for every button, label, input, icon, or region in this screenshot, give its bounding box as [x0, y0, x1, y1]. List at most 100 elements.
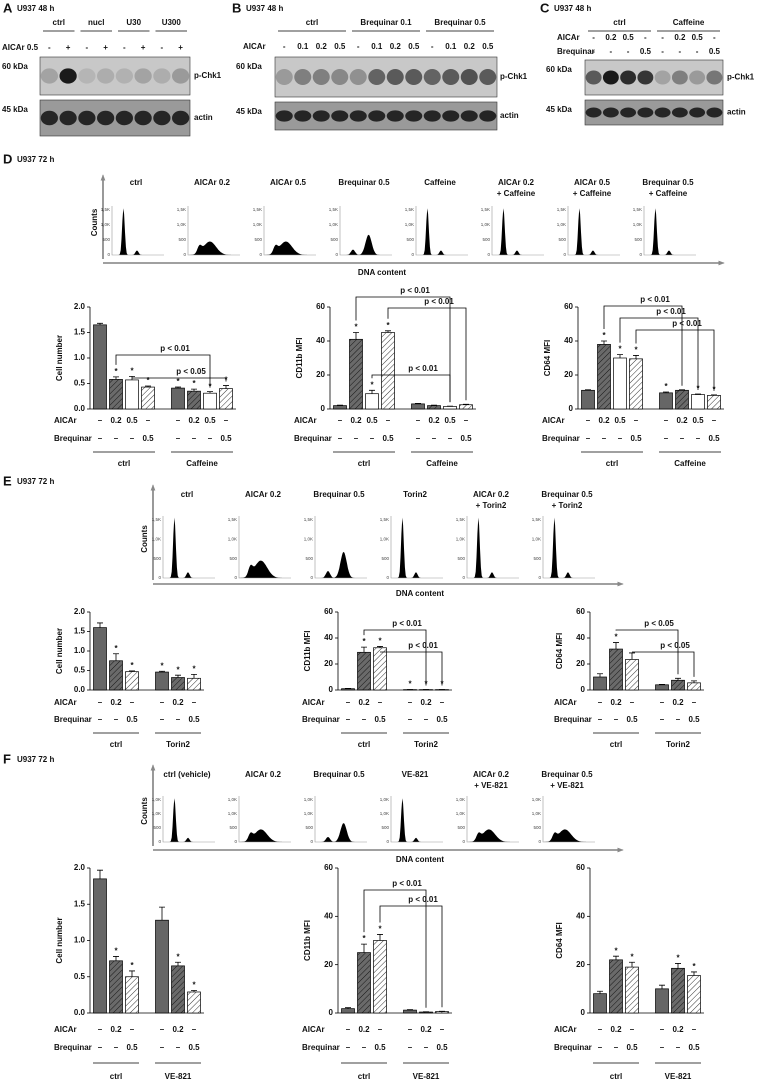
bracket	[380, 651, 443, 686]
bracket	[132, 377, 227, 382]
significance-star: *	[634, 346, 638, 355]
band	[78, 68, 96, 84]
bar	[655, 988, 669, 1014]
histogram-tick-label: 1,5K	[380, 517, 389, 522]
aicar-cell: 0.2	[672, 1025, 684, 1034]
panel-letter: E	[3, 473, 12, 488]
histogram-title: + Caffeine	[573, 189, 612, 198]
brequinar-cell: –	[130, 434, 135, 443]
band	[671, 107, 688, 118]
significance-star: *	[114, 947, 118, 956]
histogram	[239, 560, 291, 578]
y-tick-label: 0	[581, 685, 586, 694]
histogram-tick-label: 500	[533, 825, 541, 830]
histogram-axes	[643, 206, 696, 256]
band	[654, 70, 671, 85]
row-label: AICAr	[554, 1025, 577, 1034]
brequinar-cell: –	[424, 1043, 429, 1052]
histogram-tick-label: 1,5K	[532, 517, 541, 522]
histogram-tick-label: 500	[533, 556, 541, 561]
panel-subtitle: U937 48 h	[246, 4, 283, 13]
bar	[109, 379, 123, 410]
brequinar-cell: 0.5	[708, 434, 720, 443]
y-tick-label: 2.0	[74, 863, 86, 872]
panel-letter: B	[232, 0, 241, 15]
band	[312, 69, 330, 85]
histogram-tick-label: 500	[178, 237, 186, 242]
row-label: Brequinar	[54, 1043, 92, 1052]
histogram-tick-label: 1,0K	[456, 537, 465, 542]
bar	[341, 688, 355, 691]
p-value: p < 0.05	[176, 367, 206, 376]
bar	[141, 386, 155, 410]
histogram-tick-label: 1,0K	[456, 811, 465, 816]
y-tick-label: 20	[576, 960, 585, 969]
y-tick-label: 20	[316, 370, 325, 379]
brequinar-cell: –	[598, 1043, 603, 1052]
bar	[109, 960, 123, 1014]
row-label: Brequinar	[542, 434, 580, 443]
aicar-cell: –	[586, 416, 591, 425]
y-axis-label: Cell number	[55, 917, 64, 963]
brequinar-cell: –	[602, 434, 607, 443]
significance-star: *	[378, 925, 382, 934]
error-bar	[377, 646, 383, 648]
brequinar-cell: –	[432, 434, 437, 443]
band	[689, 70, 706, 85]
lane-label: 0.5	[640, 47, 652, 56]
y-tick-label: 2.0	[74, 607, 86, 616]
aicar-cell: –	[692, 1025, 697, 1034]
band	[442, 110, 460, 122]
band	[40, 110, 58, 126]
y-tick-label: 60	[576, 863, 585, 872]
y-tick-label: 0.5	[74, 379, 86, 388]
histogram	[568, 208, 620, 255]
histogram-tick-label: 0	[259, 252, 262, 257]
protein-label: p-Chk1	[727, 73, 755, 82]
error-bar	[679, 389, 685, 391]
aicar-cell: –	[160, 1025, 165, 1034]
brequinar-cell: –	[192, 434, 197, 443]
lane-label: -	[431, 42, 434, 51]
bar	[625, 966, 639, 1014]
row-label: AICAr	[302, 1025, 325, 1034]
group-label: ctrl	[610, 1072, 622, 1081]
histogram-axes	[567, 206, 620, 256]
histogram-tick-label: 1,0K	[304, 811, 313, 816]
protein-label: actin	[500, 111, 519, 120]
significance-star: *	[192, 665, 196, 674]
row-label: AICAr	[54, 416, 77, 425]
band	[97, 110, 115, 126]
aicar-cell: –	[98, 1025, 103, 1034]
aicar-cell: 0.2	[110, 698, 122, 707]
band	[423, 110, 441, 122]
band	[637, 107, 654, 118]
histogram-tick-label: 1,0K	[152, 537, 161, 542]
bar	[365, 393, 379, 410]
histogram-tick-label: 0	[107, 252, 110, 257]
histogram	[644, 208, 696, 255]
bar	[707, 395, 721, 410]
histogram-axes	[466, 516, 519, 579]
histogram-tick-label: 1,0K	[228, 537, 237, 542]
p-value: p < 0.01	[160, 344, 190, 353]
brequinar-cell: 0.5	[188, 1043, 200, 1052]
aicar-cell: –	[440, 1025, 445, 1034]
error-bar	[633, 355, 639, 359]
band	[620, 107, 637, 118]
histogram-tick-label: 1,5K	[228, 517, 237, 522]
histogram-axes	[187, 206, 240, 256]
lane-label: -	[661, 33, 664, 42]
histogram-tick-label: 0	[158, 575, 161, 580]
histogram-axes	[238, 796, 291, 843]
histogram-tick-label: 0	[487, 252, 490, 257]
y-tick-label: 0.0	[74, 685, 86, 694]
histogram-axes	[162, 516, 215, 579]
brequinar-cell: –	[614, 1043, 619, 1052]
brequinar-cell: –	[346, 715, 351, 724]
histogram-title: + Caffeine	[649, 189, 688, 198]
histogram-title: Brequinar 0.5	[541, 770, 593, 779]
error-bar	[113, 956, 119, 961]
protein-label: actin	[194, 113, 213, 122]
band	[386, 110, 404, 122]
